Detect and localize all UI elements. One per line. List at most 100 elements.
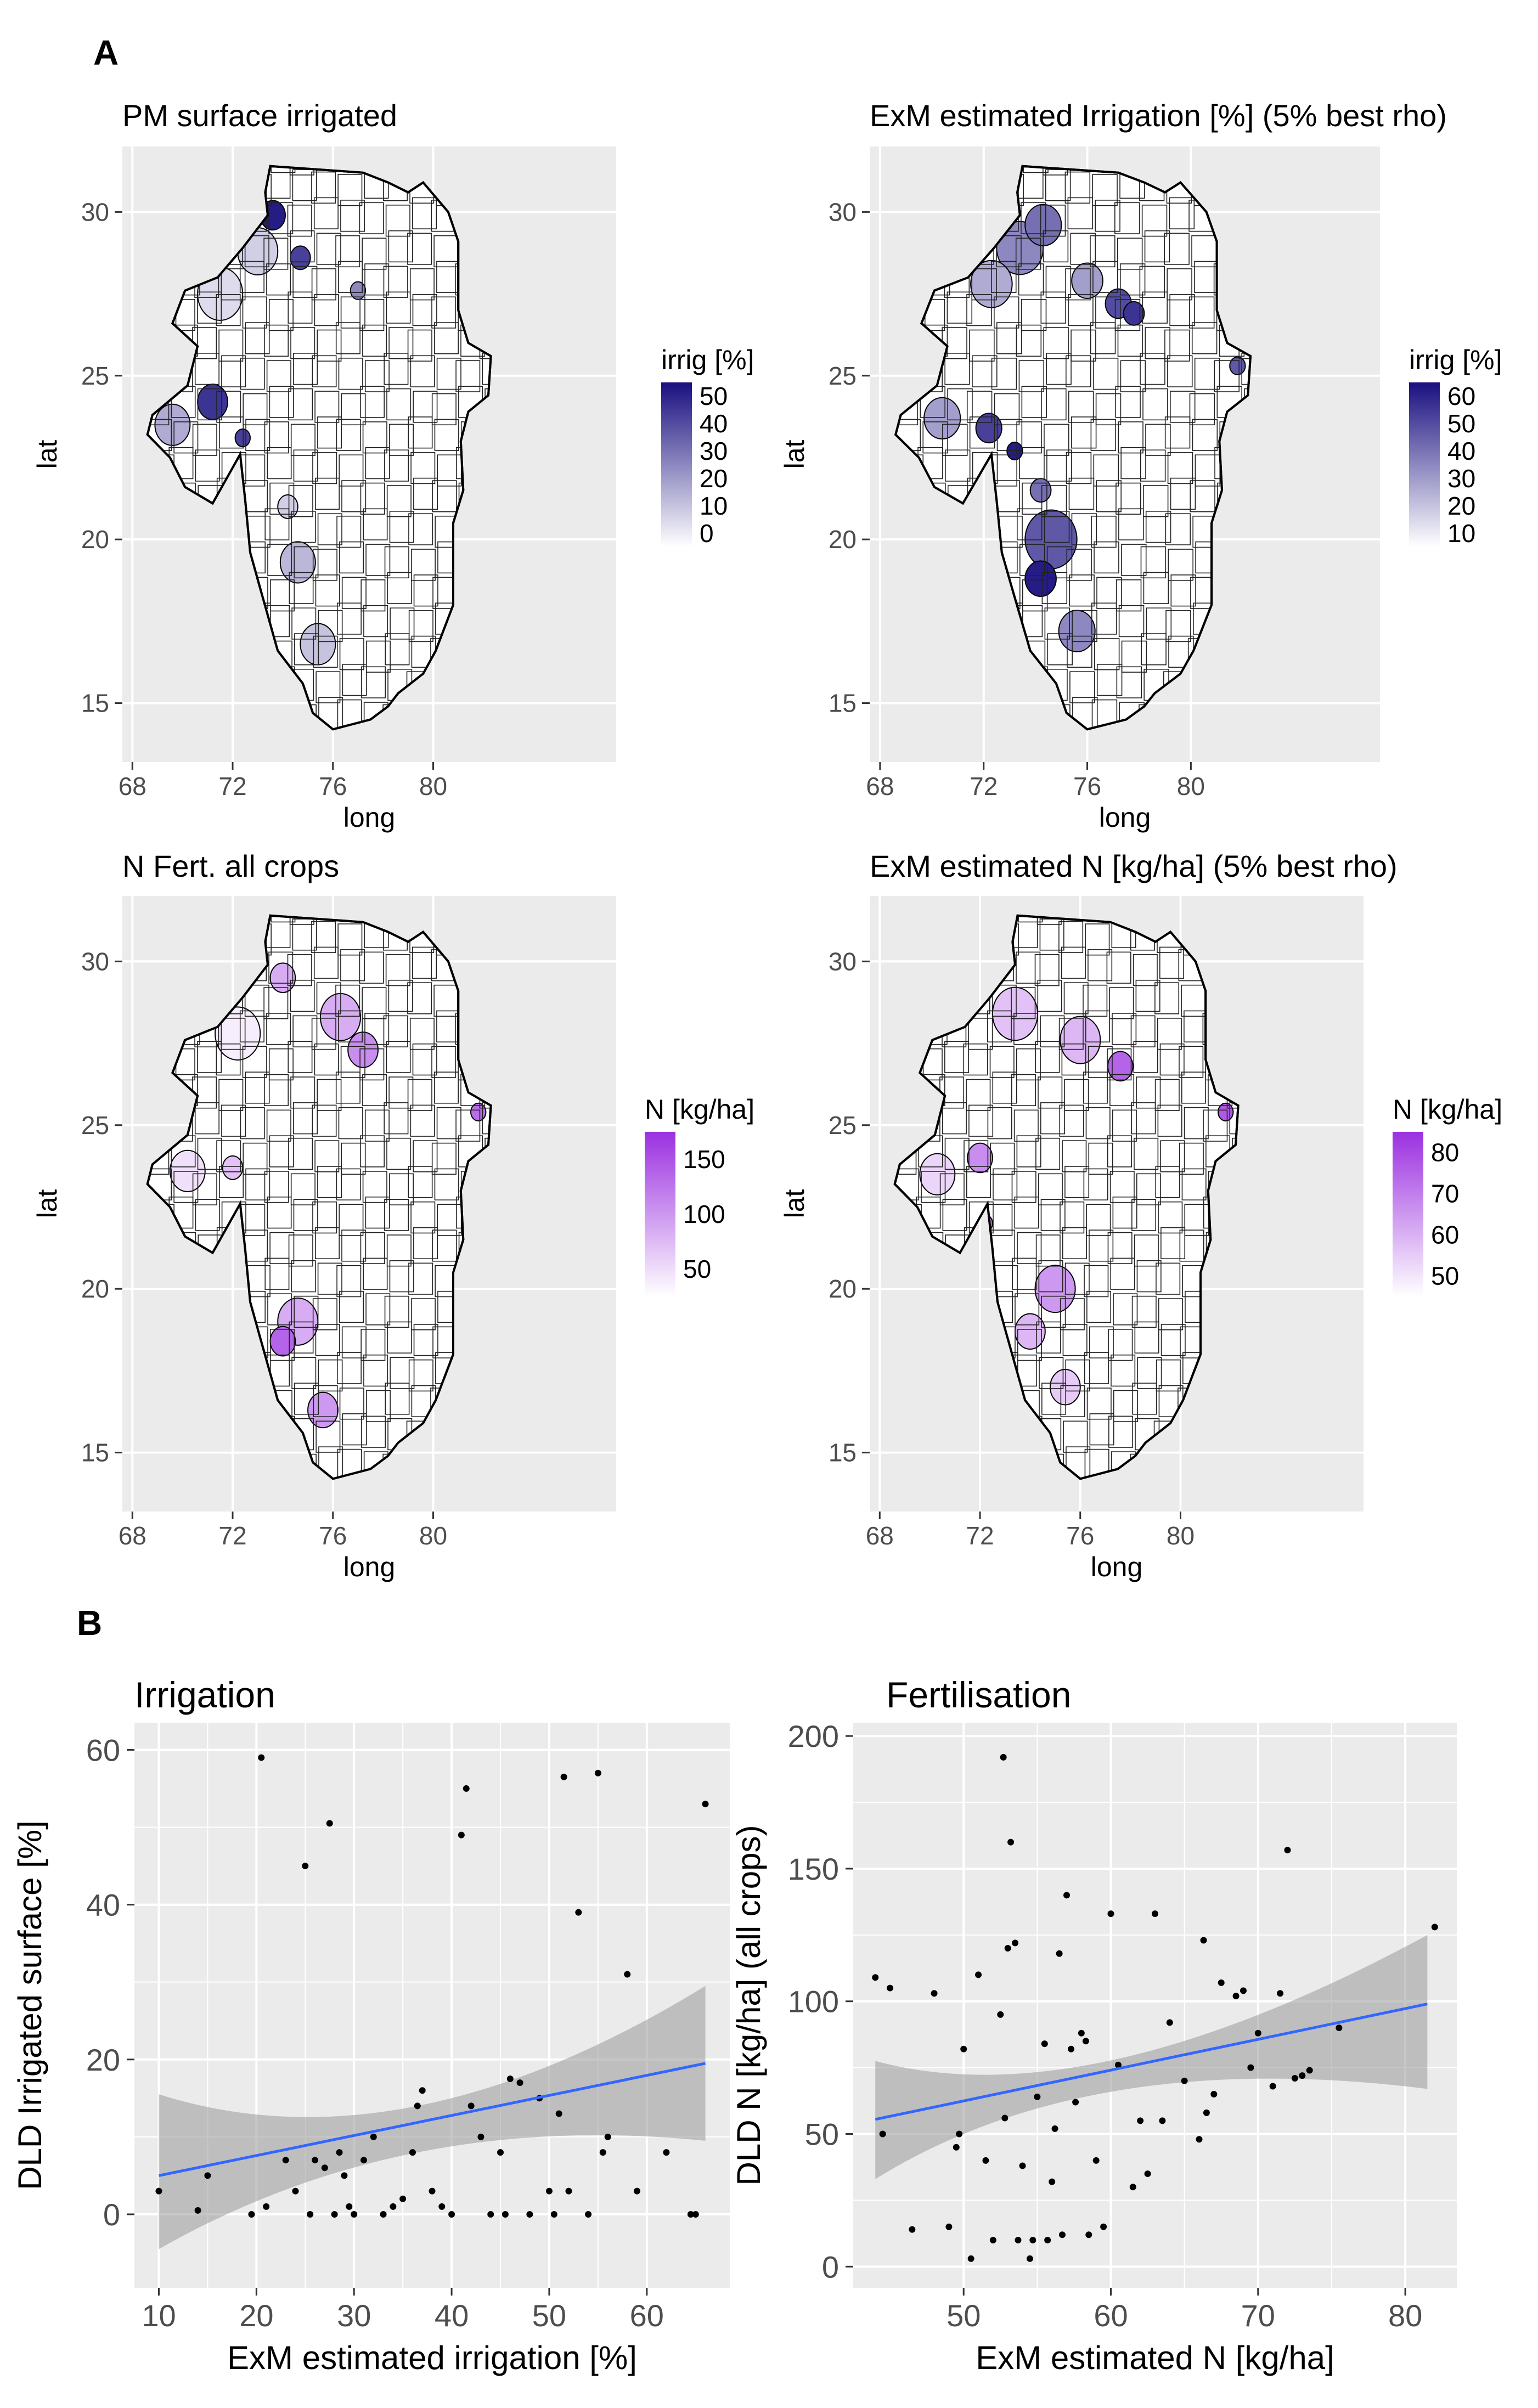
map-district-boundary: [294, 1383, 319, 1415]
map-district-boundary: [1067, 635, 1092, 668]
map-district-shaded: [967, 1142, 993, 1174]
legend-colorbar: [645, 1132, 675, 1296]
map-district-boundary: [1110, 1257, 1135, 1290]
map-district-boundary: [1159, 946, 1185, 979]
map-district-boundary: [1018, 360, 1045, 392]
map-district-boundary: [365, 447, 390, 480]
map-district-boundary: [1140, 449, 1166, 482]
map-district-boundary: [269, 1232, 295, 1265]
map-district-boundary: [266, 360, 291, 392]
scatter-point: [1240, 1987, 1247, 1994]
legend-tick-label: 20: [1447, 492, 1475, 520]
map-district-boundary: [359, 1048, 385, 1081]
map-district-boundary: [1044, 511, 1070, 543]
map-district-boundary: [244, 984, 269, 1017]
map-district-boundary: [1229, 1102, 1238, 1135]
map-district-boundary: [1064, 1262, 1090, 1295]
scatter-x-tick-label: 10: [142, 2298, 176, 2333]
map-district-boundary: [317, 329, 342, 362]
map-district-shaded: [307, 1391, 339, 1429]
map-district-boundary: [1090, 419, 1117, 451]
scatter-x-tick-label: 50: [532, 2298, 566, 2333]
map-district-boundary: [1184, 1107, 1209, 1140]
map-district-boundary: [1085, 1010, 1111, 1042]
map-district-boundary: [966, 294, 992, 326]
map-x-axis-title: long: [343, 802, 396, 833]
map-district-boundary: [1069, 671, 1095, 703]
map-district-boundary: [337, 699, 362, 730]
scatter-fit-line: [158, 2062, 706, 2177]
map-district-boundary: [942, 424, 968, 456]
map-district-boundary: [364, 1109, 390, 1142]
map-district-boundary: [316, 233, 341, 265]
map-district-boundary: [267, 544, 292, 576]
scatter-point: [321, 2164, 328, 2172]
scatter-y-tick-label: 40: [86, 1888, 120, 1922]
map-district-boundary: [968, 1104, 994, 1137]
map-district-boundary: [388, 979, 413, 1012]
map-district-boundary: [942, 1199, 967, 1231]
map-district-boundary: [1114, 298, 1141, 331]
map-district-boundary: [945, 449, 971, 482]
map-district-boundary: [290, 327, 316, 359]
scatter-point: [526, 2210, 533, 2218]
map-district-boundary: [386, 1137, 412, 1170]
map-district-boundary: [408, 513, 433, 545]
map-district-boundary: [313, 1385, 338, 1418]
scatter-point: [989, 2236, 996, 2243]
map-district-boundary: [288, 485, 313, 517]
map-district-boundary: [1041, 485, 1067, 517]
scatter-x-tick-label: 60: [630, 2298, 664, 2333]
map-district-boundary: [1143, 572, 1169, 604]
map-district-boundary: [1169, 197, 1195, 229]
map-district-boundary: [192, 1173, 217, 1205]
map-district-boundary: [1064, 1166, 1090, 1198]
map-district-boundary: [271, 166, 296, 173]
map-district-boundary: [313, 946, 339, 979]
map-district-boundary: [1084, 1352, 1109, 1384]
map-district-boundary: [388, 230, 413, 263]
scatter-point: [1203, 2109, 1210, 2116]
scatter-point: [516, 2079, 523, 2086]
scatter-point: [429, 2187, 436, 2195]
map-district-boundary: [1120, 360, 1146, 392]
map-district-boundary: [1022, 482, 1047, 515]
map-district-boundary: [1063, 982, 1089, 1014]
map-district-boundary: [239, 261, 264, 293]
map-district-boundary: [317, 1079, 342, 1112]
map-x-tick-label: 80: [419, 1521, 447, 1550]
map-district-boundary: [1038, 1076, 1063, 1109]
map-district-boundary: [1164, 233, 1190, 265]
map-district-boundary: [408, 416, 433, 449]
map-district-boundary: [1083, 1072, 1108, 1104]
map-district-boundary: [364, 263, 390, 296]
map-district-boundary: [1113, 1293, 1138, 1326]
map-district-boundary: [360, 1232, 385, 1265]
map-district-boundary: [939, 1173, 965, 1205]
map-district-boundary: [288, 1234, 313, 1267]
map-district-boundary: [314, 294, 339, 326]
map-y-tick-label: 15: [829, 689, 857, 718]
map-district-boundary: [314, 1227, 340, 1260]
map-district-boundary: [365, 640, 391, 673]
scatter-title: Fertilisation: [886, 1674, 1071, 1715]
scatter-point: [1114, 2061, 1122, 2068]
legend-title: N [kg/ha]: [645, 1094, 754, 1125]
map-district-shaded: [234, 428, 251, 448]
map-district-boundary: [1095, 296, 1121, 329]
scatter-point: [307, 2210, 314, 2218]
map-district-boundary: [216, 294, 241, 326]
map-y-tick-label: 15: [81, 689, 109, 718]
map-district-boundary: [318, 1359, 343, 1392]
map-district-boundary: [264, 508, 290, 540]
scatter-point: [360, 2157, 367, 2164]
map-district-boundary: [1017, 508, 1043, 540]
map-x-tick-label: 68: [866, 772, 894, 800]
map-district-boundary: [1090, 322, 1116, 354]
map-y-tick-label: 20: [81, 1275, 109, 1303]
map-district-boundary: [1036, 1321, 1061, 1354]
map-district-boundary: [1191, 322, 1218, 354]
scatter-x-axis-title: ExM estimated N [kg/ha]: [976, 2339, 1334, 2376]
legend-tick-label: 70: [1431, 1180, 1459, 1208]
